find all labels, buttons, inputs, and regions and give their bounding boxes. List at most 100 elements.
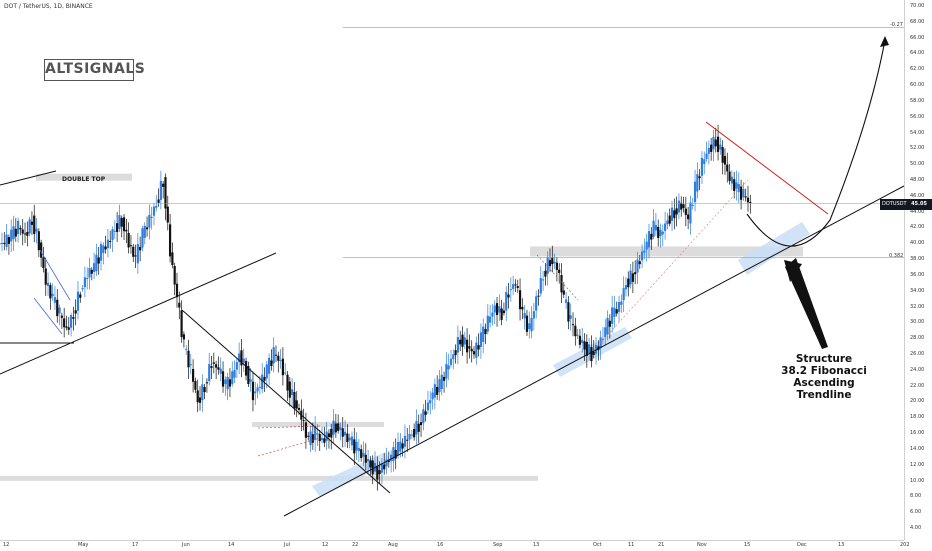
candle-body xyxy=(643,250,646,253)
candle-body xyxy=(67,327,70,330)
candle-body xyxy=(620,301,623,305)
candle-body xyxy=(231,371,234,385)
candle-body xyxy=(194,381,197,390)
y-tick-label: 44.00 xyxy=(910,208,925,215)
candle-body xyxy=(415,421,418,435)
price-axis[interactable]: 70.00 68.00 66.00 64.00 62.00 60.00 58.00 56.00… xyxy=(904,0,932,540)
candle-body xyxy=(339,427,342,430)
candle-body xyxy=(590,347,593,362)
candle-body xyxy=(210,366,213,368)
candle-body xyxy=(157,199,160,203)
candle-body xyxy=(521,306,524,310)
candle-body xyxy=(687,214,690,220)
candle-body xyxy=(723,156,727,165)
candle-body xyxy=(244,361,248,376)
candle-body xyxy=(380,462,384,473)
candle-body xyxy=(698,176,701,179)
y-tick-label: 56.00 xyxy=(910,113,925,120)
candle-body xyxy=(180,310,183,338)
candle-body xyxy=(44,268,47,285)
symbol-header: DOT / TetherUS, 1D, BINANCE xyxy=(4,3,93,10)
candle-body xyxy=(705,153,708,159)
candle-body xyxy=(449,358,453,365)
candle-body xyxy=(726,164,729,172)
candle-body xyxy=(419,422,423,426)
candle-body xyxy=(145,227,149,230)
candle-body xyxy=(92,263,96,272)
candle-body xyxy=(433,384,436,398)
candle-body xyxy=(712,137,715,150)
candle-body xyxy=(7,237,11,244)
candle-body xyxy=(680,202,683,210)
candle-body xyxy=(323,438,326,443)
candle-body xyxy=(304,422,308,438)
candle-body xyxy=(113,230,116,232)
candle-body xyxy=(390,454,393,461)
candle-body xyxy=(677,200,681,213)
candle-body xyxy=(742,189,745,198)
candle-body xyxy=(10,229,13,242)
candle-body xyxy=(86,277,89,279)
candle-body xyxy=(226,377,229,390)
candle-body xyxy=(28,219,31,234)
double-top-left-line xyxy=(0,170,57,186)
candle-body xyxy=(594,344,598,354)
candle-body xyxy=(670,207,674,221)
candle-body xyxy=(242,358,245,363)
candle-body xyxy=(208,364,211,382)
candle-body xyxy=(343,431,347,436)
fib-zone xyxy=(530,246,803,257)
candle-body xyxy=(624,285,628,290)
candle-body xyxy=(746,197,750,203)
candle-body xyxy=(19,227,22,230)
y-tick-label: 62.00 xyxy=(910,66,925,73)
candle-body xyxy=(629,270,632,285)
time-axis[interactable]: 12 May 17 Jun 14 Jul 12 22 Aug 16 Sep 13 Oct 11 21 Nov 1… xyxy=(0,540,910,551)
y-tick-label: 30.00 xyxy=(910,319,925,326)
y-tick-label: 20.00 xyxy=(910,398,925,405)
candle-body xyxy=(196,390,199,403)
last-price-label: DOTUSDT 45.05 xyxy=(880,199,932,210)
candle-body xyxy=(456,337,459,353)
candle-body xyxy=(249,379,252,382)
candle-body xyxy=(281,358,285,376)
candle-body xyxy=(408,433,411,440)
candle-body xyxy=(348,437,351,441)
candle-body xyxy=(691,204,694,206)
y-tick-label: 68.00 xyxy=(910,18,925,25)
x-tick-label: 16 xyxy=(437,542,444,548)
y-tick-label: 70.00 xyxy=(910,3,925,9)
candle-body xyxy=(51,293,54,297)
candle-body xyxy=(341,428,344,437)
candle-body xyxy=(406,439,409,441)
candle-body xyxy=(454,350,457,356)
candle-body xyxy=(21,229,24,234)
candle-body xyxy=(173,265,176,285)
candle-body xyxy=(332,420,335,435)
candle-body xyxy=(272,347,275,364)
candle-body xyxy=(263,377,266,381)
candle-body xyxy=(585,341,588,356)
candle-body xyxy=(486,315,489,332)
candle-body xyxy=(330,428,333,438)
candle-body xyxy=(286,374,289,391)
pointer-arrow-shaft xyxy=(785,258,828,349)
candle-body xyxy=(49,285,52,299)
candle-body xyxy=(150,216,153,218)
candle-body xyxy=(532,311,535,319)
candle-body xyxy=(509,289,512,291)
candle-body xyxy=(279,360,282,362)
candle-body xyxy=(604,327,607,338)
candle-body xyxy=(325,431,328,441)
y-tick-label: 38.00 xyxy=(910,256,925,263)
structure-line-2: 38.2 Fibonacci xyxy=(781,365,867,377)
candle-body xyxy=(353,439,356,454)
candle-body xyxy=(387,460,390,462)
price-label-symbol: DOTUSDT xyxy=(882,201,907,207)
candle-body xyxy=(104,246,107,250)
candle-body xyxy=(155,205,158,208)
candle-body xyxy=(302,420,305,422)
candle-body xyxy=(535,296,538,311)
candle-body xyxy=(366,459,370,462)
